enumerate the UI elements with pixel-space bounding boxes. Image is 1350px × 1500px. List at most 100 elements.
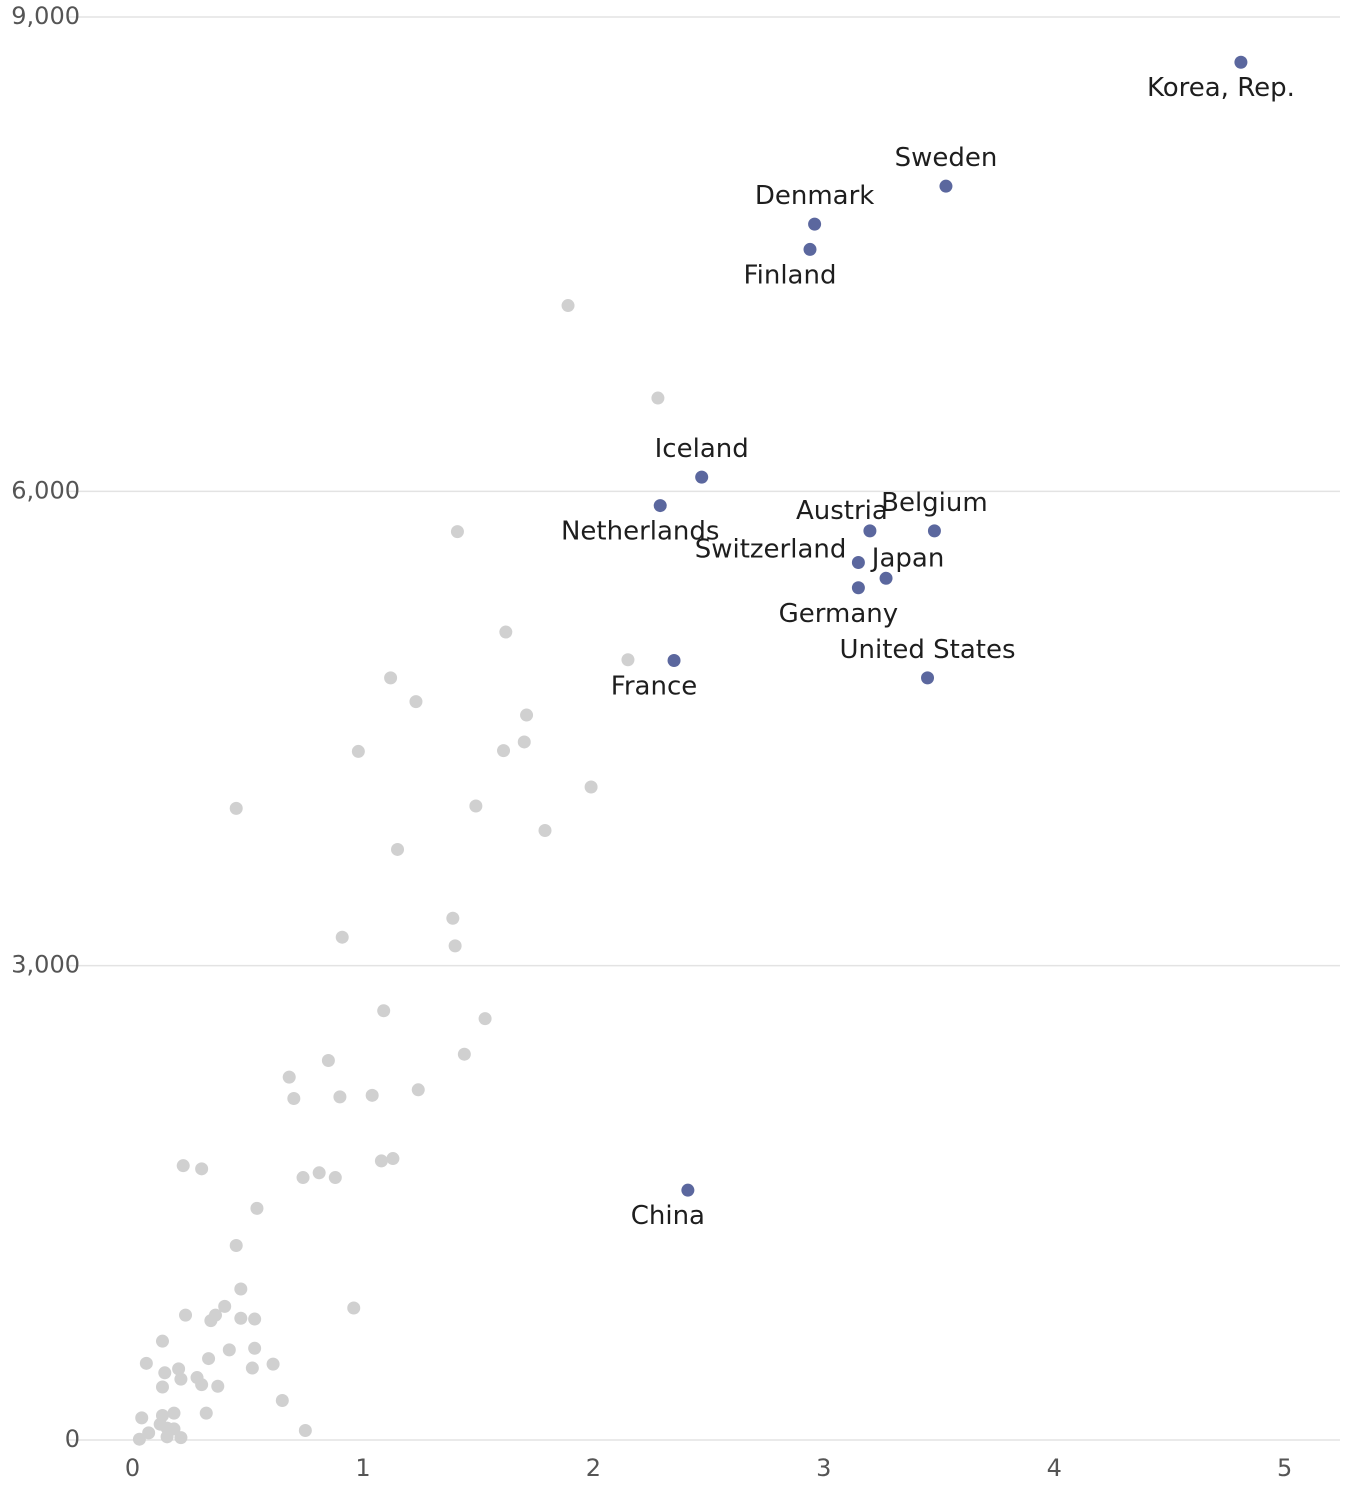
other-point-70 — [132, 1432, 146, 1446]
other-point-1 — [651, 391, 665, 405]
other-point-19 — [377, 1004, 391, 1018]
label-united-states: United States — [839, 635, 1015, 665]
other-point-58 — [211, 1379, 225, 1393]
y-tick-label-9-000: 9,000 — [11, 2, 80, 30]
other-point-16 — [446, 911, 460, 925]
other-point-68 — [160, 1430, 174, 1444]
x-tick-label-3: 3 — [816, 1454, 831, 1482]
other-point-59 — [275, 1393, 289, 1407]
other-point-11 — [584, 780, 598, 794]
point-netherlands — [653, 499, 667, 513]
label-austria: Austria — [796, 496, 888, 526]
other-point-4 — [384, 671, 398, 685]
other-point-7 — [520, 708, 534, 722]
other-point-22 — [457, 1047, 471, 1061]
x-tick-label-5: 5 — [1277, 1454, 1292, 1482]
point-iceland — [695, 470, 709, 484]
other-point-36 — [229, 1239, 243, 1253]
point-united-states — [921, 671, 935, 685]
label-france: France — [611, 672, 697, 702]
point-sweden — [939, 179, 953, 193]
other-point-25 — [333, 1090, 347, 1104]
other-point-31 — [312, 1166, 326, 1180]
x-tick-label-0: 0 — [125, 1454, 140, 1482]
point-denmark — [808, 217, 822, 231]
label-korea-rep: Korea, Rep. — [1147, 73, 1295, 103]
other-point-53 — [158, 1366, 172, 1380]
y-tick-label-0: 0 — [65, 1425, 80, 1453]
other-point-15 — [391, 842, 405, 856]
other-point-0 — [561, 299, 575, 313]
other-point-49 — [172, 1362, 186, 1376]
other-point-21 — [321, 1054, 335, 1068]
other-point-69 — [174, 1431, 188, 1445]
label-iceland: Iceland — [655, 434, 749, 464]
other-point-30 — [296, 1171, 310, 1185]
label-japan: Japan — [870, 543, 945, 573]
other-point-37 — [234, 1282, 248, 1296]
other-point-23 — [282, 1070, 296, 1084]
other-point-52 — [266, 1357, 280, 1371]
other-point-62 — [167, 1406, 181, 1420]
other-point-14 — [538, 823, 552, 837]
x-tick-label-2: 2 — [586, 1454, 601, 1482]
other-point-54 — [174, 1372, 188, 1386]
other-point-48 — [139, 1356, 153, 1370]
point-germany — [851, 581, 865, 595]
highlighted-points — [653, 55, 1248, 1197]
x-tick-label-1: 1 — [355, 1454, 370, 1482]
other-point-27 — [411, 1083, 425, 1097]
y-axis-tick-labels: 0 3,000 6,000 9,000 — [11, 2, 80, 1453]
other-point-45 — [155, 1334, 169, 1348]
label-denmark: Denmark — [755, 181, 875, 211]
label-sweden: Sweden — [895, 143, 998, 173]
other-points — [132, 299, 665, 1446]
point-austria — [863, 524, 877, 538]
other-point-26 — [365, 1088, 379, 1102]
other-point-46 — [222, 1343, 236, 1357]
other-point-24 — [287, 1091, 301, 1105]
other-point-50 — [202, 1352, 216, 1366]
point-japan — [879, 571, 893, 585]
other-point-9 — [351, 744, 365, 758]
other-point-18 — [335, 930, 349, 944]
point-china — [681, 1183, 695, 1197]
other-point-5 — [621, 653, 635, 667]
other-point-6 — [409, 695, 423, 709]
other-point-60 — [135, 1411, 149, 1425]
label-china: China — [631, 1201, 705, 1231]
label-belgium: Belgium — [881, 488, 988, 518]
other-point-56 — [195, 1378, 209, 1392]
x-axis-tick-labels: 0 1 2 3 4 5 — [125, 1454, 1292, 1482]
other-point-51 — [245, 1361, 259, 1375]
other-point-40 — [204, 1314, 218, 1328]
other-point-44 — [347, 1301, 361, 1315]
other-point-57 — [155, 1380, 169, 1394]
other-point-13 — [469, 799, 483, 813]
label-finland: Finland — [744, 260, 837, 290]
other-point-29 — [195, 1162, 209, 1176]
other-point-28 — [176, 1159, 190, 1173]
other-point-32 — [328, 1171, 342, 1185]
x-tick-label-4: 4 — [1047, 1454, 1062, 1482]
other-point-47 — [248, 1341, 262, 1355]
other-point-10 — [497, 744, 511, 758]
other-point-67 — [142, 1426, 156, 1440]
gridlines — [68, 16, 1340, 1441]
point-switzerland — [851, 555, 865, 569]
point-france — [667, 654, 681, 668]
other-point-35 — [250, 1201, 264, 1215]
label-germany: Germany — [779, 599, 899, 629]
other-point-33 — [374, 1154, 388, 1168]
other-point-63 — [199, 1406, 213, 1420]
other-point-17 — [448, 939, 462, 953]
point-finland — [803, 242, 817, 256]
other-point-34 — [386, 1152, 400, 1166]
label-netherlands: Netherlands — [561, 517, 720, 547]
other-point-2 — [450, 525, 464, 539]
other-point-41 — [179, 1308, 193, 1322]
other-point-12 — [229, 801, 243, 815]
point-belgium — [927, 524, 941, 538]
other-point-38 — [218, 1299, 232, 1313]
